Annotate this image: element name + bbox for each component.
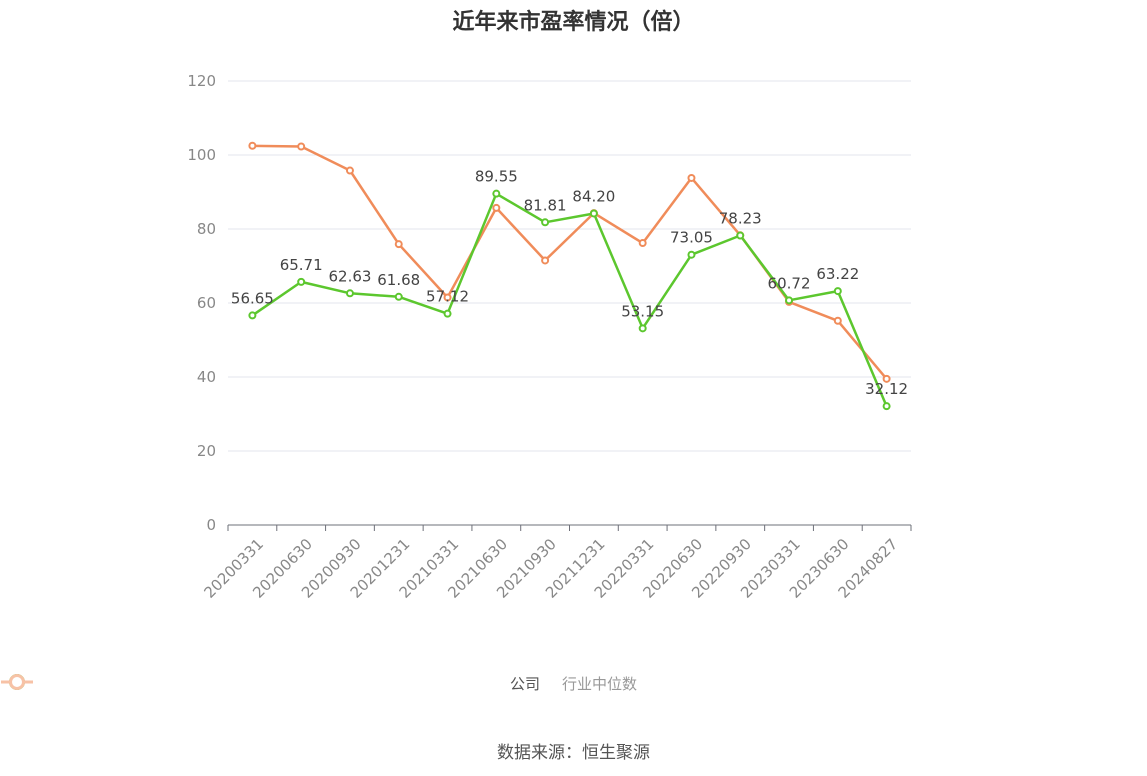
y-tick-label: 100	[187, 146, 216, 164]
data-point-company[interactable]	[297, 277, 306, 286]
data-point-industry[interactable]	[443, 293, 452, 302]
data-labels: 56.65 65.71 62.63 61.68 57.12 89.55 81.81 84.20…	[231, 168, 908, 398]
y-tick-label: 60	[197, 294, 216, 312]
data-label: 84.20	[572, 187, 615, 205]
data-point-company[interactable]	[736, 231, 745, 240]
data-label: 65.71	[280, 256, 323, 274]
chart-title: 近年来市盈率情况（倍）	[452, 10, 695, 35]
data-point-industry[interactable]	[297, 142, 306, 151]
legend-marker-industry	[1, 674, 33, 690]
data-point-company[interactable]	[492, 189, 501, 198]
data-point-industry[interactable]	[687, 173, 696, 182]
data-point-industry[interactable]	[882, 374, 891, 383]
data-label: 56.65	[231, 289, 274, 307]
data-label: 53.15	[621, 302, 664, 320]
data-point-industry[interactable]	[394, 240, 403, 249]
legend-label-industry: 行业中位数	[562, 675, 638, 693]
data-label: 57.12	[426, 288, 469, 306]
series-points	[248, 141, 891, 411]
data-label: 62.63	[328, 267, 371, 285]
legend: 公司 行业中位数	[0, 673, 1147, 694]
y-axis-ticks: 0 20 40 60 80 100 120	[187, 72, 216, 534]
data-point-company[interactable]	[589, 209, 598, 218]
series-line-company	[251, 192, 888, 407]
data-label: 61.68	[377, 271, 420, 289]
data-point-industry[interactable]	[638, 239, 647, 248]
legend-item-company[interactable]: 公司	[1, 673, 540, 694]
grid-lines	[228, 80, 911, 452]
legend-label-company: 公司	[509, 675, 540, 693]
y-tick-label: 40	[197, 368, 216, 386]
data-point-company[interactable]	[882, 402, 891, 411]
data-point-industry[interactable]	[248, 141, 257, 150]
series-line-industry	[252, 144, 888, 380]
data-label: 81.81	[524, 196, 567, 214]
data-point-company[interactable]	[345, 289, 354, 298]
data-point-industry[interactable]	[492, 203, 501, 212]
data-label: 32.12	[865, 380, 908, 398]
data-point-company[interactable]	[443, 309, 452, 318]
data-point-company[interactable]	[687, 250, 696, 259]
y-tick-label: 0	[206, 516, 216, 534]
data-label: 63.22	[816, 265, 859, 283]
legend-item-industry[interactable]: 行业中位数	[1, 673, 638, 694]
data-label: 89.55	[475, 168, 518, 186]
y-tick-label: 120	[187, 72, 216, 90]
y-tick-label: 20	[197, 442, 216, 460]
data-point-company[interactable]	[394, 292, 403, 301]
data-point-industry[interactable]	[541, 256, 550, 265]
data-point-industry[interactable]	[345, 166, 354, 175]
x-axis: 2020033120200630202009302020123120210331…	[200, 524, 912, 602]
series-lines	[251, 144, 888, 407]
data-label: 60.72	[768, 274, 811, 292]
data-point-company[interactable]	[638, 324, 647, 333]
data-label: 73.05	[670, 229, 713, 247]
data-point-company[interactable]	[248, 311, 257, 320]
data-label: 78.23	[719, 210, 762, 228]
data-point-industry[interactable]	[833, 316, 842, 325]
source-text: 数据来源：恒生聚源	[497, 743, 650, 763]
data-point-company[interactable]	[785, 296, 794, 305]
y-tick-label: 80	[197, 220, 216, 238]
data-point-company[interactable]	[541, 218, 550, 227]
data-point-company[interactable]	[833, 287, 842, 296]
line-chart: 0 20 40 60 80 100 120 202003312020063020200930…	[187, 72, 912, 602]
